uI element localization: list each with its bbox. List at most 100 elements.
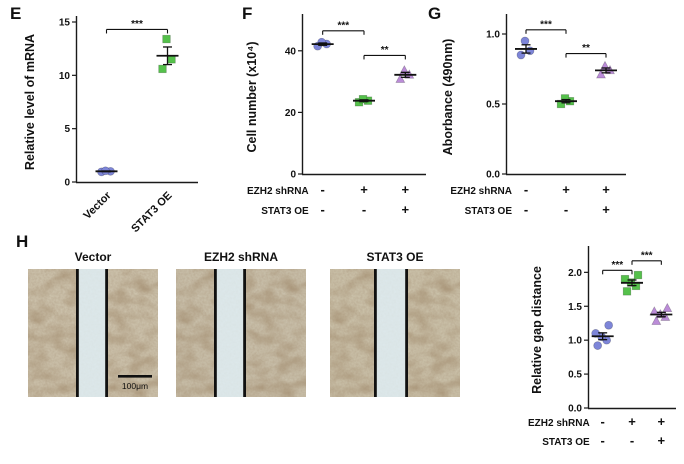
square-marker [358, 95, 368, 104]
significance-label: *** [611, 260, 623, 271]
y-axis-title: Relative gap distance [530, 266, 544, 394]
y-tick-label: 0.0 [568, 404, 582, 415]
circle-marker [593, 341, 603, 350]
treatment-row-label: EZH2 shRNA [528, 418, 590, 429]
treatment-symbol: + [562, 182, 570, 197]
panel-label-f: F [242, 4, 253, 23]
panel-label-h: H [16, 232, 29, 251]
square-marker [620, 274, 630, 284]
gap-texture [376, 269, 406, 397]
gap-border-right [405, 269, 408, 397]
treatment-row-label: STAT3 OE [261, 206, 309, 217]
panel-label-e: E [10, 4, 22, 23]
x-category-label: Vector [81, 189, 114, 222]
x-category-label: STAT3 OE [129, 190, 174, 235]
significance-label: *** [641, 250, 653, 261]
micrograph-ezh2-shrna: EZH2 shRNA [176, 250, 306, 402]
mean-error-group-2 [595, 67, 617, 74]
circle-marker [516, 50, 526, 60]
mean-error-group-1 [621, 279, 643, 287]
mean-error-group-0 [95, 170, 118, 173]
significance-bracket: *** [631, 250, 662, 265]
mrna-level-scatter-chart: 0 5 10 15 Relative level of mRNA *** Vector STA… [23, 16, 198, 235]
square-marker [158, 64, 167, 74]
micrograph-stat3-oe: STAT3 OE [330, 250, 460, 402]
significance-bracket: *** [105, 19, 169, 34]
micrograph-title: STAT3 OE [366, 250, 424, 264]
y-tick-label: 0.5 [486, 100, 500, 111]
treatment-symbol: + [402, 182, 410, 197]
y-axis-title: Aborbance (490nm) [441, 39, 455, 156]
y-tick-label: 10 [59, 71, 71, 82]
micrograph-ezh2-shrna-image [176, 269, 306, 397]
mean-error-group-2 [650, 311, 673, 318]
gap-border-right [105, 269, 108, 397]
gap-distance-scatter-chart: 0.0 0.5 1.0 1.5 2.0 Relative gap distance *** *… [528, 246, 676, 448]
gap-border-left [374, 269, 377, 397]
significance-label: *** [540, 19, 552, 30]
square-marker [162, 34, 171, 44]
y-tick-label: 1.5 [568, 302, 582, 313]
treatment-symbol: + [628, 414, 636, 429]
y-tick-label: 0.0 [486, 170, 500, 181]
treatment-symbol: + [402, 202, 410, 217]
treatment-row-label: EZH2 shRNA [247, 186, 309, 197]
significance-bracket: ** [363, 45, 406, 60]
mean-error-group-1 [156, 46, 179, 66]
micrograph-vector-image: 100μm [28, 269, 158, 397]
triangle-marker [662, 302, 673, 313]
gap-border-right [243, 269, 246, 397]
gap-texture [78, 269, 106, 397]
y-tick-label: 0 [64, 178, 70, 189]
mean-error-group-2 [394, 71, 417, 78]
micrograph-vector: Vector 100μm [28, 250, 158, 402]
treatment-symbol: - [600, 433, 604, 448]
significance-bracket: *** [322, 20, 365, 35]
treatment-symbol: - [524, 182, 528, 197]
y-tick-label: 1.0 [568, 336, 582, 347]
y-tick-label: 40 [285, 46, 297, 57]
treatment-symbol: - [630, 433, 634, 448]
y-tick-label: 15 [59, 18, 71, 29]
treatment-row-label: EZH2 shRNA [450, 186, 512, 197]
mean-error-group-0 [591, 332, 614, 341]
scale-bar [118, 375, 152, 378]
circle-marker [520, 36, 530, 46]
treatment-symbol: + [658, 414, 666, 429]
significance-bracket: *** [602, 260, 633, 275]
treatment-symbol: - [320, 202, 324, 217]
significance-bracket: ** [565, 43, 607, 58]
significance-bracket: *** [525, 19, 567, 34]
treatment-symbol: + [602, 182, 610, 197]
micrograph-title: EZH2 shRNA [203, 250, 278, 264]
mean-error-group-0 [311, 42, 334, 46]
gap-border-left [214, 269, 217, 397]
y-axis-title: Relative level of mRNA [23, 34, 37, 170]
scale-bar-label: 100μm [122, 381, 148, 391]
square-marker [633, 270, 643, 280]
triangle-marker [395, 73, 406, 83]
triangle-marker [596, 69, 606, 79]
gap-texture [216, 269, 244, 397]
mean-error-group-1 [555, 98, 577, 104]
treatment-row-label: STAT3 OE [465, 206, 513, 217]
treatment-symbol: + [602, 202, 610, 217]
circle-marker [604, 320, 614, 330]
significance-label: ** [582, 43, 590, 54]
significance-label: *** [337, 20, 349, 31]
panel-label-g: G [428, 4, 442, 23]
significance-label: ** [381, 45, 389, 56]
y-tick-label: 0 [290, 170, 296, 181]
gap-border-left [76, 269, 79, 397]
y-tick-label: 5 [64, 124, 70, 135]
treatment-symbol: - [564, 202, 568, 217]
treatment-symbol: + [658, 433, 666, 448]
treatment-symbol: - [524, 202, 528, 217]
triangle-marker [651, 315, 662, 325]
y-tick-label: 0.5 [568, 370, 582, 381]
y-tick-label: 1.0 [486, 30, 500, 41]
square-marker [622, 287, 632, 296]
micrograph-stat3-oe-image [330, 269, 460, 397]
